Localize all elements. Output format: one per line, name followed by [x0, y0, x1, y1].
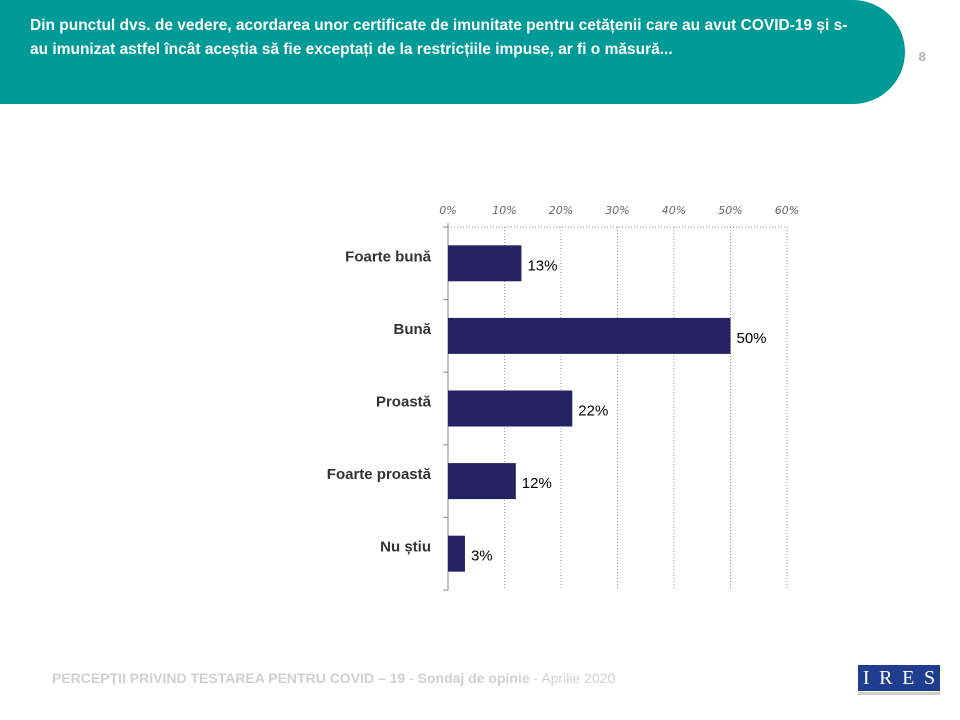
bar: [448, 390, 573, 427]
footer-sep: -: [529, 670, 542, 686]
category-label: Nu știu: [380, 539, 431, 556]
header-banner: Din punctul dvs. de vedere, acordarea un…: [0, 0, 905, 104]
footer-survey: Sondaj de opinie: [417, 670, 530, 686]
tick-label: 0%: [439, 204, 456, 217]
data-label: 50%: [737, 330, 767, 347]
data-label: 12%: [522, 475, 552, 492]
page-number: 8: [918, 50, 927, 64]
tick-label: 40%: [662, 204, 686, 217]
category-label: Foarte bună: [345, 248, 431, 265]
logo-letter: I: [862, 666, 870, 689]
footer-date: Aprilie 2020: [541, 670, 616, 686]
data-label: 3%: [471, 548, 493, 565]
tick-label: 30%: [605, 204, 629, 217]
data-label: 13%: [527, 257, 557, 274]
logo-letter: S: [924, 666, 936, 689]
bar: [448, 245, 522, 282]
logo-letter: R: [879, 666, 893, 689]
category-label: Bună: [394, 321, 432, 338]
data-label: 22%: [578, 403, 608, 420]
category-label: Foarte proastă: [327, 466, 432, 483]
tick-label: 20%: [549, 204, 573, 217]
bar: [448, 463, 516, 500]
footer: PERCEPȚII PRIVIND TESTAREA PENTRU COVID …: [52, 670, 615, 686]
footer-title: PERCEPȚII PRIVIND TESTAREA PENTRU COVID …: [52, 670, 406, 686]
bar: [448, 317, 731, 354]
category-label: Proastă: [376, 394, 432, 411]
bar: [448, 535, 465, 572]
question-title: Din punctul dvs. de vedere, acordarea un…: [30, 17, 848, 58]
tick-label: 60%: [775, 204, 799, 217]
tick-label: 50%: [718, 204, 742, 217]
footer-sep: -: [405, 670, 418, 686]
logo-letter: E: [902, 666, 915, 689]
tick-label: 10%: [492, 204, 516, 217]
